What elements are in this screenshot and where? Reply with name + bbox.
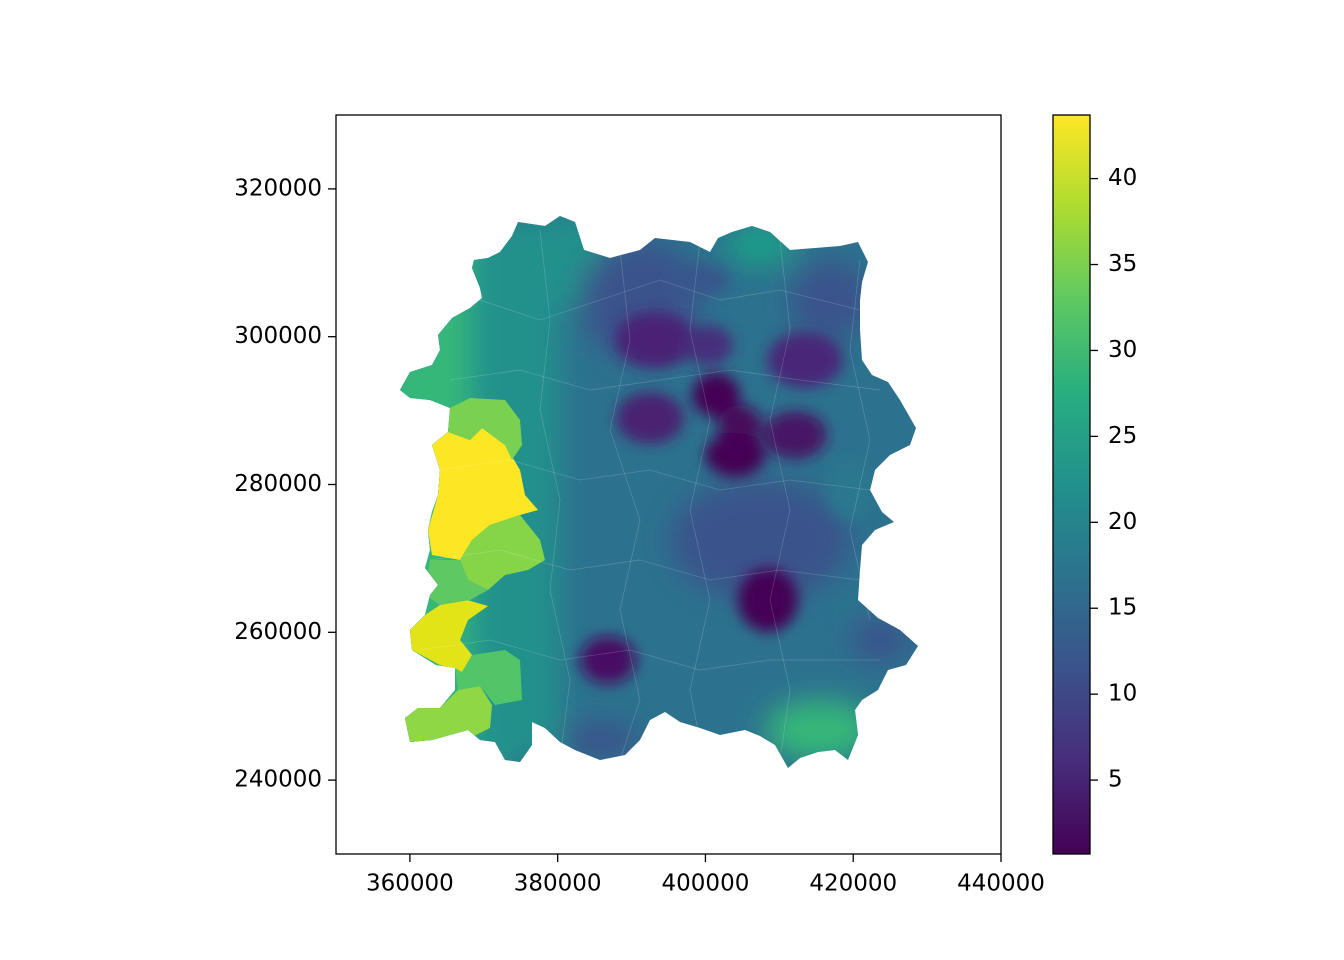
colorbar-tick-label: 20 [1108,509,1137,535]
colorbar-ticks: 5 10 15 20 25 30 35 40 [1090,165,1137,793]
x-tick-label: 380000 [514,871,602,897]
map-high-value-zone-south [410,598,488,672]
x-axis: 360000 380000 400000 420000 440000 [366,854,1045,897]
colorbar-tick-label: 40 [1108,165,1137,191]
colorbar-tick-label: 15 [1108,595,1137,621]
colorbar-tick-label: 35 [1108,251,1137,277]
map-area-boundaries [419,229,881,761]
colorbar-tick-label: 25 [1108,423,1137,449]
map-south-central-patch [670,480,850,600]
x-tick-label: 360000 [366,871,454,897]
map-green-zone-west [448,398,522,460]
colorbar-tick-label: 5 [1108,767,1123,793]
colorbar: 5 10 15 20 25 30 35 40 [1052,114,1137,855]
map-urban-core-8 [767,332,843,388]
colorbar-frame [1052,114,1091,855]
map-urban-core-3 [692,373,740,417]
y-axis: 240000 260000 280000 300000 320000 [234,175,336,793]
map-urban-core-7 [763,411,827,459]
y-tick-label: 240000 [234,767,322,793]
colorbar-tick-label: 10 [1108,681,1137,707]
choropleth-map [400,216,918,768]
map-south-east-patch [765,700,875,760]
colorbar-gradient [1053,115,1090,854]
y-tick-label: 300000 [234,323,322,349]
map-south-urban [560,722,640,758]
map-green-zone-central-west [460,515,545,590]
x-tick-label: 400000 [662,871,750,897]
x-tick-label: 440000 [957,871,1045,897]
y-tick-label: 260000 [234,619,322,645]
map-urban-core-6 [705,433,765,477]
map-urban-fringe-1 [670,264,730,296]
map-urban-core-4 [616,392,684,444]
map-green-zone-mid-west [425,560,488,605]
map-urban-core-9 [738,568,798,632]
x-tick-label: 420000 [809,871,897,897]
map-urban-fringe-2 [828,460,872,520]
map-green-zone-lower-west [455,650,522,705]
map-urban-core-2 [683,325,733,365]
map-urban-core-10 [580,636,636,684]
map-north-east-urban [790,260,870,340]
map-high-value-zone-north [428,428,538,560]
map-east-urban [850,618,910,662]
map-urban-core-1 [615,312,695,368]
colorbar-tick-label: 30 [1108,337,1137,363]
y-tick-label: 320000 [234,175,322,201]
map-green-zone-south-west [405,686,492,742]
y-tick-label: 280000 [234,471,322,497]
